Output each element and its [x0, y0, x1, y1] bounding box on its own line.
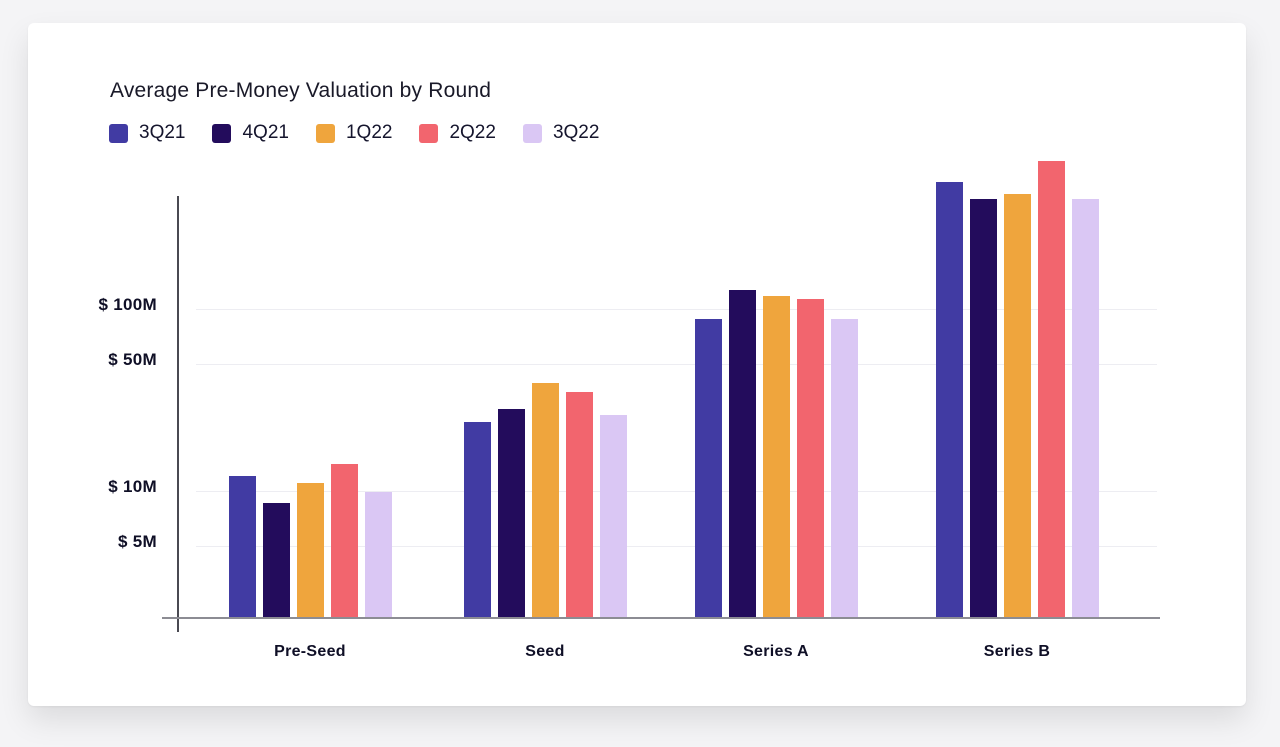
legend-item-3q21[interactable]: 3Q21	[109, 122, 185, 144]
bar-pre-seed-2q22[interactable]	[330, 464, 358, 618]
y-axis-line	[177, 196, 179, 632]
y-tick-label-5m: $ 5M	[118, 531, 157, 551]
bar-pre-seed-3q22[interactable]	[364, 492, 392, 618]
gridline-10m	[196, 490, 1157, 493]
bar-series-a-1q22[interactable]	[762, 295, 790, 618]
bar-seed-3q21[interactable]	[463, 421, 491, 618]
bar-series-a-3q22[interactable]	[830, 318, 858, 618]
x-axis-label-pre-seed: Pre-Seed	[274, 643, 346, 660]
bar-pre-seed-3q21[interactable]	[228, 476, 256, 618]
bar-series-b-3q22[interactable]	[1071, 199, 1099, 618]
legend-swatch-4q21	[212, 123, 232, 143]
bar-series-a-4q21[interactable]	[728, 289, 756, 618]
plot-area: $ 5M $ 10M $ 50M $ 100M Pre-Seed Seed Series A…	[28, 23, 1246, 706]
bar-pre-seed-1q22[interactable]	[296, 483, 324, 618]
gridline-5m	[196, 545, 1157, 548]
chart-card: Average Pre-Money Valuation by Round 3Q2…	[28, 23, 1246, 706]
legend-label: 2Q22	[449, 122, 496, 143]
y-tick-label-100m: $ 100M	[98, 294, 157, 314]
bar-series-a-3q21[interactable]	[694, 318, 722, 618]
chart-title: Average Pre-Money Valuation by Round	[110, 79, 492, 102]
bar-seed-2q22[interactable]	[565, 391, 593, 618]
bar-seed-3q22[interactable]	[599, 415, 627, 618]
legend-swatch-3q21	[109, 123, 128, 143]
legend-swatch-2q22	[419, 123, 439, 143]
bar-seed-1q22[interactable]	[531, 383, 559, 618]
y-tick-label-50m: $ 50M	[108, 349, 157, 369]
legend-item-4q21[interactable]: 4Q21	[212, 122, 289, 144]
legend-label: 1Q22	[345, 122, 393, 143]
legend-label: 3Q21	[139, 122, 186, 143]
legend-swatch-1q22	[315, 123, 335, 143]
bar-series-b-4q21[interactable]	[969, 199, 997, 618]
x-axis-label-seed: Seed	[525, 643, 565, 660]
legend-item-1q22[interactable]: 1Q22	[315, 122, 393, 144]
legend-label: 4Q21	[242, 122, 289, 143]
bar-seed-4q21[interactable]	[497, 409, 525, 618]
bar-pre-seed-4q21[interactable]	[262, 502, 290, 618]
x-axis-label-series-a: Series A	[743, 643, 809, 660]
gridline-50m	[196, 363, 1157, 366]
legend: 3Q21 4Q21 1Q22 2Q22 3Q22	[109, 122, 599, 144]
legend-label: 3Q22	[552, 122, 600, 143]
legend-item-2q22[interactable]: 2Q22	[419, 122, 496, 144]
bar-series-a-2q22[interactable]	[796, 299, 824, 618]
bar-series-b-1q22[interactable]	[1003, 194, 1031, 618]
y-tick-label-10m: $ 10M	[108, 476, 157, 496]
x-axis-label-series-b: Series B	[983, 643, 1051, 660]
legend-swatch-3q22	[522, 123, 542, 143]
bar-series-b-2q22[interactable]	[1037, 160, 1065, 618]
legend-item-3q22[interactable]: 3Q22	[522, 122, 600, 144]
gridline-100m	[196, 308, 1157, 311]
bar-series-b-3q21[interactable]	[935, 181, 963, 618]
x-axis-line	[162, 617, 1160, 619]
